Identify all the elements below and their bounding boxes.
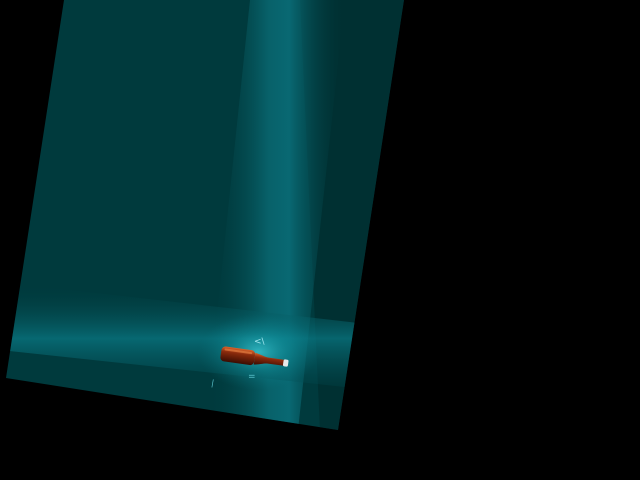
bottle-cap [282,359,289,367]
surface-mark-c: — [207,378,218,389]
surface-mark-a: <\ [254,337,266,347]
light-glow [198,314,318,390]
surface-mark-b: = [248,372,256,382]
bottle [220,346,289,367]
